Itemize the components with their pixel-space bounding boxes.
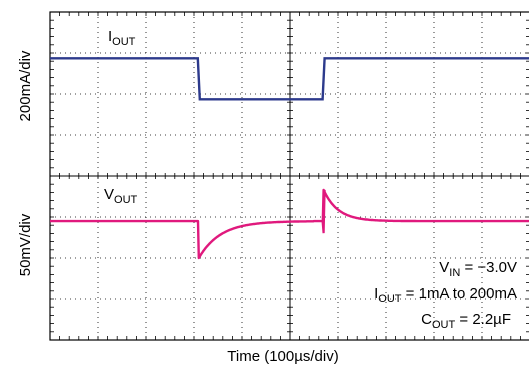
vout-trace-label: VOUT [104,186,138,206]
iout-trace-label: IOUT [108,28,136,48]
vout-spike-edge [321,189,326,234]
scope-grid [49,11,529,341]
iout-range-annotation: IOUT = 1mA to 200mA [374,285,517,305]
scope-traces [49,57,529,260]
iout-scale-label: 200mA/div [17,50,34,121]
iout-trace [50,57,529,101]
cout-annotation: COUT = 2.2µF [421,311,511,331]
time-axis-label: Time (100µs/div) [227,348,338,365]
vin-annotation: VIN = −3.0V [439,259,517,279]
vout-trace [49,188,529,260]
vout-scale-label: 50mV/div [17,213,34,276]
